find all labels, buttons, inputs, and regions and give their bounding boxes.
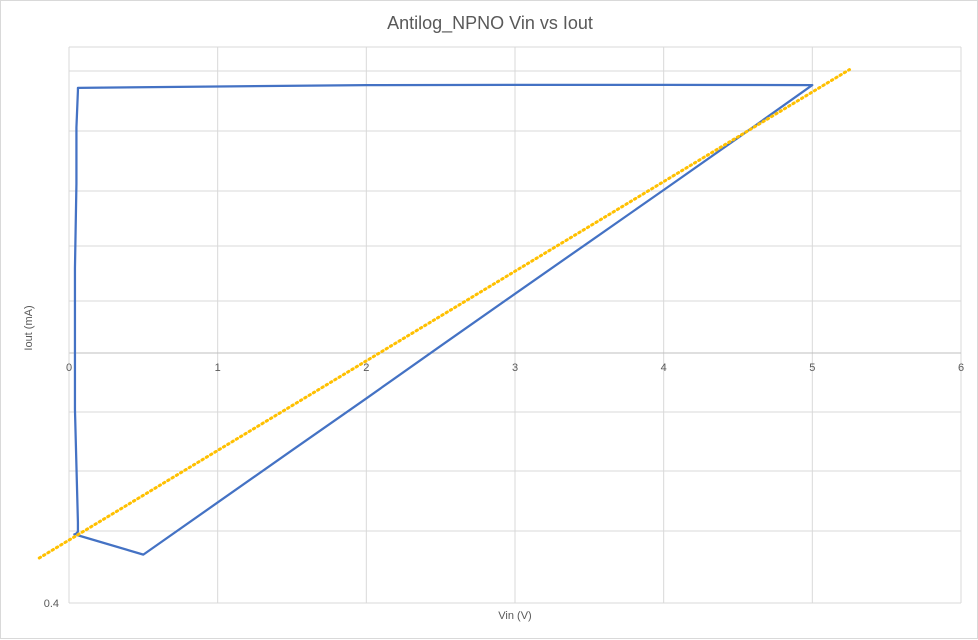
x-tick-label: 3 — [512, 362, 518, 374]
x-tick-label: 5 — [809, 362, 815, 374]
grid-lines — [68, 46, 962, 604]
x-axis-title: Vin (V) — [498, 610, 531, 622]
x-tick-label: 4 — [661, 362, 667, 374]
data-series-line — [72, 83, 814, 556]
trendline-series — [37, 68, 851, 560]
x-tick-label: 2 — [363, 362, 369, 374]
tick-labels: 0 1 2 3 4 5 6 0.4 — [44, 362, 964, 610]
x-tick-label: 6 — [958, 362, 964, 374]
series-layer — [37, 68, 851, 560]
y-axis-title: Iout (mA) — [23, 305, 35, 350]
axes — [68, 47, 961, 603]
x-tick-label: 1 — [215, 362, 221, 374]
chart-title: Antilog_NPNO Vin vs Iout — [387, 13, 593, 34]
y-tick-label: 0.4 — [44, 598, 59, 610]
x-tick-label: 0 — [66, 362, 72, 374]
